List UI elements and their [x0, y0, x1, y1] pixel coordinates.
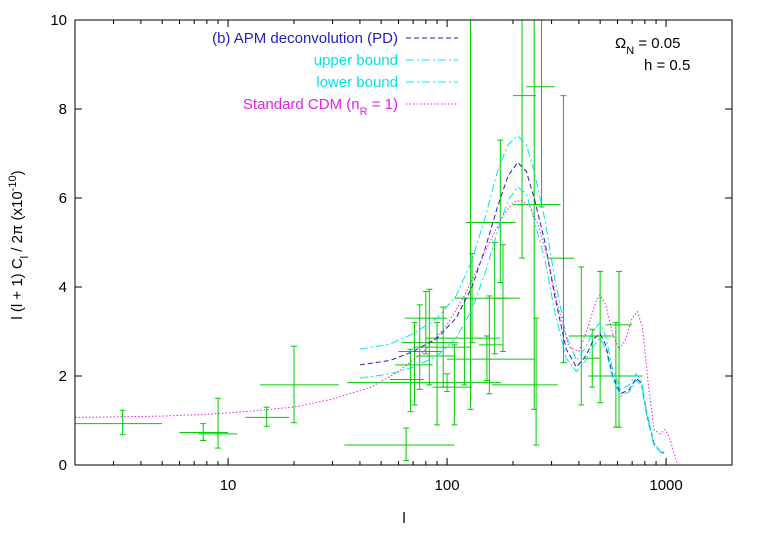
- data-point: [605, 270, 633, 428]
- y-axis-title: l (l + 1) Cl / 2π (x10-10): [7, 170, 31, 319]
- data-point: [465, 20, 503, 410]
- y-tick-label: 8: [59, 101, 67, 118]
- y-tick-label: 0: [59, 457, 67, 474]
- data-point: [390, 348, 424, 413]
- annotation-omega: ΩN = 0.05: [615, 35, 680, 57]
- x-tick-label: 100: [435, 477, 460, 494]
- data-point: [432, 344, 473, 426]
- legend-label: upper bound: [314, 52, 398, 69]
- model-curves-layer: [75, 135, 679, 465]
- y-tick-label: 2: [59, 368, 67, 385]
- data-point: [260, 345, 339, 424]
- legend-label: (b) APM deconvolution (PD): [212, 30, 398, 47]
- data-point: [585, 270, 615, 404]
- data-point: [404, 290, 448, 355]
- series-line-2: [359, 186, 665, 454]
- data-point: [583, 328, 601, 388]
- axis-ticks-layer: 0 2 4 6 8 10 10 100 1000: [50, 12, 733, 494]
- y-tick-label: 10: [50, 12, 67, 29]
- data-point: [447, 335, 535, 381]
- data-point: [485, 139, 516, 284]
- series-line-1: [359, 135, 665, 453]
- legend-label: lower bound: [316, 74, 398, 91]
- data-point: [344, 427, 455, 462]
- data-points-layer: [75, 20, 722, 465]
- series-line-0: [359, 161, 665, 453]
- data-point: [548, 95, 575, 364]
- data-point: [491, 244, 520, 353]
- data-point: [75, 409, 163, 436]
- data-point: [347, 373, 501, 393]
- data-point: [198, 397, 238, 449]
- series-line-3: [75, 199, 679, 465]
- data-point: [245, 406, 290, 427]
- x-axis-title: l: [402, 510, 405, 527]
- legend-label: Standard CDM (nR = 1): [243, 96, 398, 118]
- x-tick-label: 10: [220, 477, 237, 494]
- data-point: [587, 322, 643, 428]
- y-tick-label: 4: [59, 279, 67, 296]
- data-point: [513, 20, 561, 410]
- data-point: [395, 322, 433, 406]
- data-point: [454, 253, 489, 344]
- annotation-h: h = 0.5: [644, 57, 690, 74]
- data-point: [417, 322, 455, 426]
- x-tick-label: 1000: [649, 477, 682, 494]
- data-point: [513, 20, 537, 259]
- legend: (b) APM deconvolution (PD) upper bound low…: [212, 30, 458, 118]
- data-point: [479, 295, 503, 395]
- plot-frame: [74, 19, 733, 466]
- data-point: [491, 317, 558, 446]
- data-point: [179, 423, 229, 442]
- y-tick-label: 6: [59, 190, 67, 207]
- data-point: [526, 20, 555, 208]
